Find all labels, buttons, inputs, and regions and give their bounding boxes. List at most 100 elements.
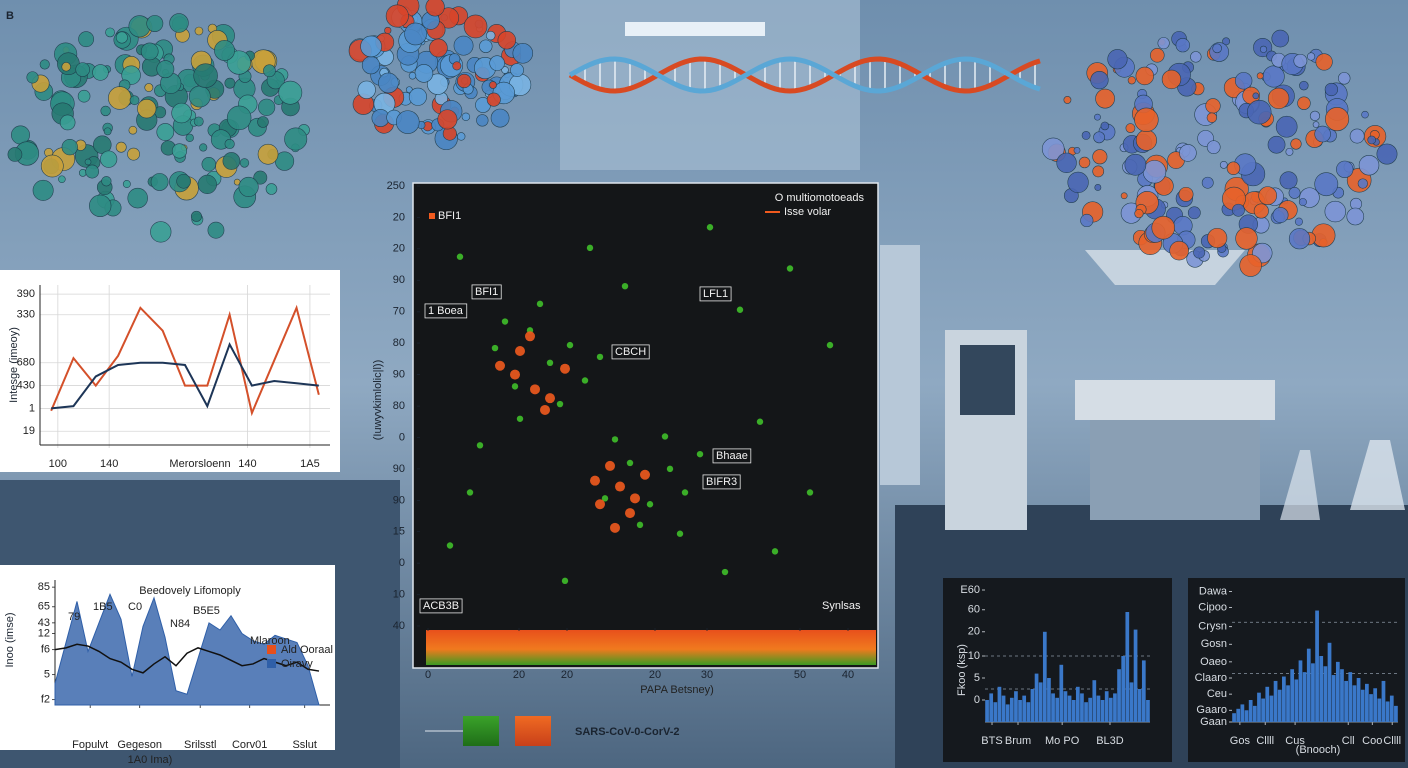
y-tick-label: 90 xyxy=(393,463,405,475)
bar xyxy=(1030,689,1035,722)
atom xyxy=(1288,228,1311,250)
atom xyxy=(457,132,466,141)
y-tick-label: 680 xyxy=(17,357,35,369)
atom xyxy=(257,143,279,165)
x-tick-label: Cllll xyxy=(1256,735,1274,747)
legend-label: Isse volar xyxy=(784,206,831,218)
y-tick-label: 330 xyxy=(17,309,35,321)
atom xyxy=(1142,160,1167,184)
bar xyxy=(1092,680,1097,722)
scatter-point xyxy=(546,359,554,366)
caption-swatch xyxy=(515,716,551,746)
atom xyxy=(105,27,115,38)
bar xyxy=(997,686,1002,722)
scatter-point xyxy=(630,493,640,504)
atom xyxy=(385,4,409,28)
atom xyxy=(100,150,118,168)
scatter-point xyxy=(566,341,574,349)
scatter-point xyxy=(696,450,704,458)
atom xyxy=(1258,186,1278,206)
scatter-point xyxy=(610,522,620,533)
x-tick-label: Coo xyxy=(1362,735,1382,747)
x-tick-label: Gegeson xyxy=(117,739,162,751)
atom xyxy=(85,164,100,179)
atom xyxy=(1272,207,1289,224)
annotation: BFI1 xyxy=(475,286,498,298)
atom xyxy=(224,77,236,89)
atom xyxy=(461,112,471,122)
annotation: B5E5 xyxy=(193,605,220,617)
bar xyxy=(1121,656,1126,722)
bar xyxy=(1038,682,1043,722)
bar xyxy=(1298,660,1303,722)
atom xyxy=(39,59,50,70)
y-tick-label: 5 xyxy=(44,669,50,681)
bar xyxy=(1034,673,1039,722)
atom xyxy=(1161,69,1182,90)
atom xyxy=(1157,37,1170,50)
x-tick-label: Brum xyxy=(1005,735,1031,747)
atom xyxy=(378,72,399,94)
atom xyxy=(1324,106,1350,132)
scatter-point xyxy=(510,369,520,380)
scatter-point xyxy=(515,346,525,357)
y-tick-label: 0 xyxy=(974,694,980,706)
x-tick-label: BL3D xyxy=(1096,735,1124,747)
atom xyxy=(7,147,23,162)
atom xyxy=(1134,209,1144,219)
y-tick-label: Claaro xyxy=(1195,672,1227,684)
bar xyxy=(1340,669,1344,722)
annotation: C0 xyxy=(128,601,142,613)
atom xyxy=(1361,110,1369,119)
y-tick-label: 65 xyxy=(38,601,50,613)
atom xyxy=(188,85,211,108)
scatter-point xyxy=(786,265,794,272)
bar xyxy=(1084,702,1088,722)
bar xyxy=(1022,695,1027,722)
atom xyxy=(146,15,164,32)
atom xyxy=(1063,96,1072,104)
atom xyxy=(1127,76,1136,85)
y-axis-label: (Iuwyvkimlolic|l)) xyxy=(372,360,384,440)
bar xyxy=(1282,676,1286,722)
bar xyxy=(1014,691,1018,722)
scatter-point xyxy=(560,363,570,374)
annotation: LFL1 xyxy=(703,288,728,300)
atom xyxy=(361,56,381,75)
panel-scatter xyxy=(412,182,879,669)
atom xyxy=(144,83,154,92)
atom xyxy=(127,147,140,161)
scatter-point xyxy=(625,508,635,519)
y-tick-label: Crysn xyxy=(1198,621,1227,633)
y-tick-label: 85 xyxy=(38,581,50,593)
atom xyxy=(414,64,434,83)
atom xyxy=(207,221,225,239)
scatter-point xyxy=(676,530,684,537)
atom xyxy=(40,154,64,178)
y-tick-label: Gaan xyxy=(1200,716,1227,728)
atom xyxy=(1073,147,1081,154)
atom xyxy=(1120,192,1128,200)
panel-line xyxy=(0,270,340,472)
y-tick-label: 20 xyxy=(393,211,405,223)
atom xyxy=(214,40,235,61)
atom xyxy=(476,114,489,127)
bar xyxy=(1117,669,1121,722)
bar xyxy=(993,702,998,722)
bar xyxy=(1335,661,1340,722)
x-tick-label: Cll xyxy=(1342,735,1355,747)
atom xyxy=(1093,131,1105,144)
atom xyxy=(78,168,87,177)
atom xyxy=(1175,37,1190,53)
x-tick-label: Cus xyxy=(1285,735,1305,747)
atom xyxy=(1124,153,1147,176)
y-tick-label: 10 xyxy=(393,589,405,601)
bar xyxy=(1344,680,1348,722)
atom xyxy=(77,89,91,103)
atom xyxy=(1314,172,1339,197)
atom xyxy=(1299,80,1309,91)
scatter-point xyxy=(516,415,524,422)
bar xyxy=(1051,693,1055,722)
atom xyxy=(75,62,90,77)
atom xyxy=(1187,206,1201,220)
